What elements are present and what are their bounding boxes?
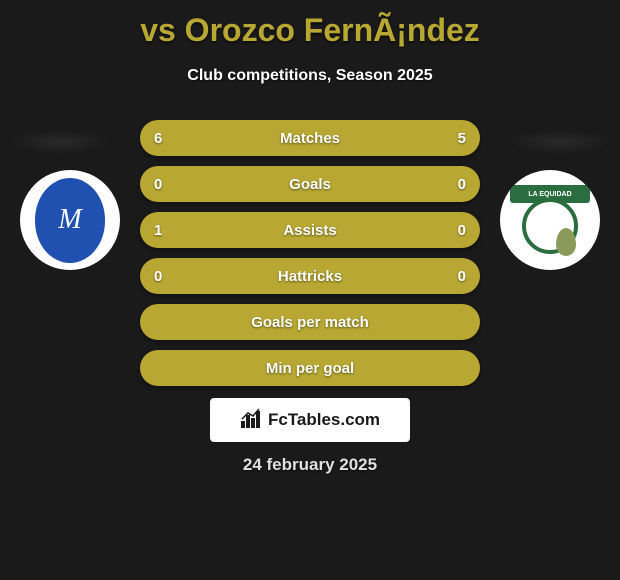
stat-label: Min per goal (140, 360, 480, 377)
stat-label: Assists (140, 222, 480, 239)
stat-left-value: 0 (154, 268, 162, 285)
stat-label: Goals (140, 176, 480, 193)
stat-row-min-per-goal: Min per goal (140, 350, 480, 386)
footer-date: 24 february 2025 (0, 455, 620, 475)
stat-left-value: 1 (154, 222, 162, 239)
season-subtitle: Club competitions, Season 2025 (0, 67, 620, 85)
chart-icon (240, 407, 262, 434)
club-letter-left: M (58, 204, 81, 236)
stat-label: Goals per match (140, 314, 480, 331)
stat-right-value: 5 (458, 130, 466, 147)
comparison-title: vs Orozco FernÃ¡ndez (0, 0, 620, 49)
stat-label: Hattricks (140, 268, 480, 285)
stat-left-value: 0 (154, 176, 162, 193)
player-shadow-left (10, 130, 110, 154)
stat-right-value: 0 (458, 176, 466, 193)
badge-text: FcTables.com (268, 410, 380, 430)
stat-label: Matches (140, 130, 480, 147)
player-shadow-right (510, 130, 610, 154)
stat-right-value: 0 (458, 222, 466, 239)
stat-right-value: 0 (458, 268, 466, 285)
stat-row-assists: 1 Assists 0 (140, 212, 480, 248)
club-logo-left: M (20, 170, 120, 270)
stat-row-matches: 6 Matches 5 (140, 120, 480, 156)
club-logo-right: LA EQUIDAD (500, 170, 600, 270)
stat-row-goals-per-match: Goals per match (140, 304, 480, 340)
club-crest-left: M (35, 178, 105, 263)
club-circle-right (522, 198, 578, 254)
stat-row-goals: 0 Goals 0 (140, 166, 480, 202)
stats-container: 6 Matches 5 0 Goals 0 1 Assists 0 0 Hatt… (140, 120, 480, 396)
fctables-badge[interactable]: FcTables.com (210, 398, 410, 442)
club-crest-right: LA EQUIDAD (510, 180, 590, 260)
stat-left-value: 6 (154, 130, 162, 147)
stat-row-hattricks: 0 Hattricks 0 (140, 258, 480, 294)
leaf-icon (556, 228, 576, 256)
